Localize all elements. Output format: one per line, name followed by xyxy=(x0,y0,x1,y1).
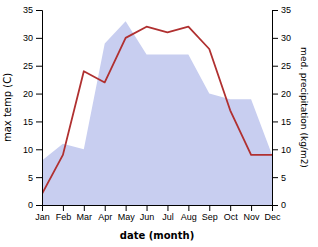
tick-mark xyxy=(167,205,168,211)
axis-line xyxy=(273,11,279,206)
tick: 15 xyxy=(23,117,42,127)
tick-label: Aug xyxy=(181,212,197,222)
tick: Nov xyxy=(244,205,261,222)
tick-label: 25 xyxy=(23,61,33,71)
tick-label: 5 xyxy=(28,173,33,183)
y-axis: 0 5 10 15 20 25 30 35 xyxy=(23,5,43,210)
marks xyxy=(42,21,272,205)
tick-mark xyxy=(209,205,210,211)
tick-mark xyxy=(251,205,252,211)
tick-mark xyxy=(36,94,42,95)
tick-mark xyxy=(272,38,278,39)
tick: 20 xyxy=(272,89,291,99)
tick-mark xyxy=(272,177,278,178)
tick-mark xyxy=(36,66,42,67)
tick: Jan xyxy=(35,205,50,222)
tick-mark xyxy=(36,38,42,39)
tick-label: Apr xyxy=(98,212,112,222)
tick-label: 15 xyxy=(281,117,291,127)
tick-label: 30 xyxy=(281,33,291,43)
tick-label: Dec xyxy=(264,212,281,222)
axis-line xyxy=(36,11,43,206)
tick: 20 xyxy=(23,89,42,99)
tick: Oct xyxy=(224,205,239,222)
tick-label: Oct xyxy=(224,212,239,222)
tick: 10 xyxy=(272,145,291,155)
tick-label: 10 xyxy=(23,145,33,155)
tick-mark xyxy=(36,149,42,150)
tick-mark xyxy=(230,205,231,211)
tick: Mar xyxy=(77,205,93,222)
tick-label: 30 xyxy=(23,33,33,43)
tick-mark xyxy=(105,205,106,211)
tick-mark xyxy=(36,10,42,11)
tick-label: 10 xyxy=(281,145,291,155)
y2-axis-title: med. precipitation (kg/m2) xyxy=(299,47,309,168)
tick-mark xyxy=(272,94,278,95)
tick: Jul xyxy=(162,205,174,222)
tick: Sep xyxy=(202,205,218,222)
tick: 0 xyxy=(272,200,286,210)
tick-label: 35 xyxy=(281,5,291,15)
tick-label: 0 xyxy=(281,200,286,210)
tick-mark xyxy=(147,205,148,211)
line xyxy=(42,27,272,194)
tick-mark xyxy=(272,121,278,122)
tick-label: 15 xyxy=(23,117,33,127)
tick-label: Mar xyxy=(77,212,93,222)
tick-mark xyxy=(126,205,127,211)
tick: 30 xyxy=(272,33,291,43)
tick: 25 xyxy=(272,61,291,71)
tick-mark xyxy=(36,177,42,178)
tick: Aug xyxy=(181,205,197,222)
tick-mark xyxy=(36,121,42,122)
tick-label: 0 xyxy=(28,200,33,210)
tick: Dec xyxy=(264,205,281,222)
tick: 5 xyxy=(28,173,42,183)
tick: 15 xyxy=(272,117,291,127)
tick: 30 xyxy=(23,33,42,43)
tick-mark xyxy=(272,205,278,206)
tick: 35 xyxy=(23,5,42,15)
tick: May xyxy=(118,205,136,222)
area xyxy=(42,21,272,205)
y-axis-title: max temp (C) xyxy=(2,73,13,142)
tick-label: Jul xyxy=(162,212,174,222)
tick: 10 xyxy=(23,145,42,155)
tick-mark xyxy=(272,66,278,67)
tick-mark xyxy=(272,149,278,150)
tick-label: Jan xyxy=(35,212,50,222)
tick: 5 xyxy=(272,173,286,183)
tick-mark xyxy=(188,205,189,211)
tick-label: Jun xyxy=(140,212,155,222)
tick-label: 35 xyxy=(23,5,33,15)
tick: 25 xyxy=(23,61,42,71)
tick-label: Feb xyxy=(56,212,72,222)
tick: 35 xyxy=(272,5,291,15)
tick-mark xyxy=(63,205,64,211)
tick: Apr xyxy=(98,205,112,222)
tick-mark xyxy=(84,205,85,211)
y2-axis: 0 5 10 15 20 25 30 35 xyxy=(272,5,291,210)
tick-label: Sep xyxy=(202,212,218,222)
tick-label: 20 xyxy=(281,89,291,99)
tick: 0 xyxy=(28,200,42,210)
tick-mark xyxy=(36,205,42,206)
tick-label: 5 xyxy=(281,173,286,183)
tick: Feb xyxy=(56,205,72,222)
tick: Jun xyxy=(140,205,155,222)
x-axis-title: date (month) xyxy=(120,230,194,241)
tick-label: Nov xyxy=(244,212,261,222)
tick-label: 20 xyxy=(23,89,33,99)
axis-line xyxy=(43,206,273,212)
plot: JanFebMarAprMayJunJulAugSepOctNovDec0510… xyxy=(23,5,291,222)
tick-mark xyxy=(272,10,278,11)
tick-label: May xyxy=(118,212,136,222)
chart: JanFebMarAprMayJunJulAugSepOctNovDec0510… xyxy=(0,0,318,247)
tick-label: 25 xyxy=(281,61,291,71)
x-axis: Jan Feb Mar Apr May Jun Jul Aug Sep Oct NovDec xyxy=(35,205,281,222)
